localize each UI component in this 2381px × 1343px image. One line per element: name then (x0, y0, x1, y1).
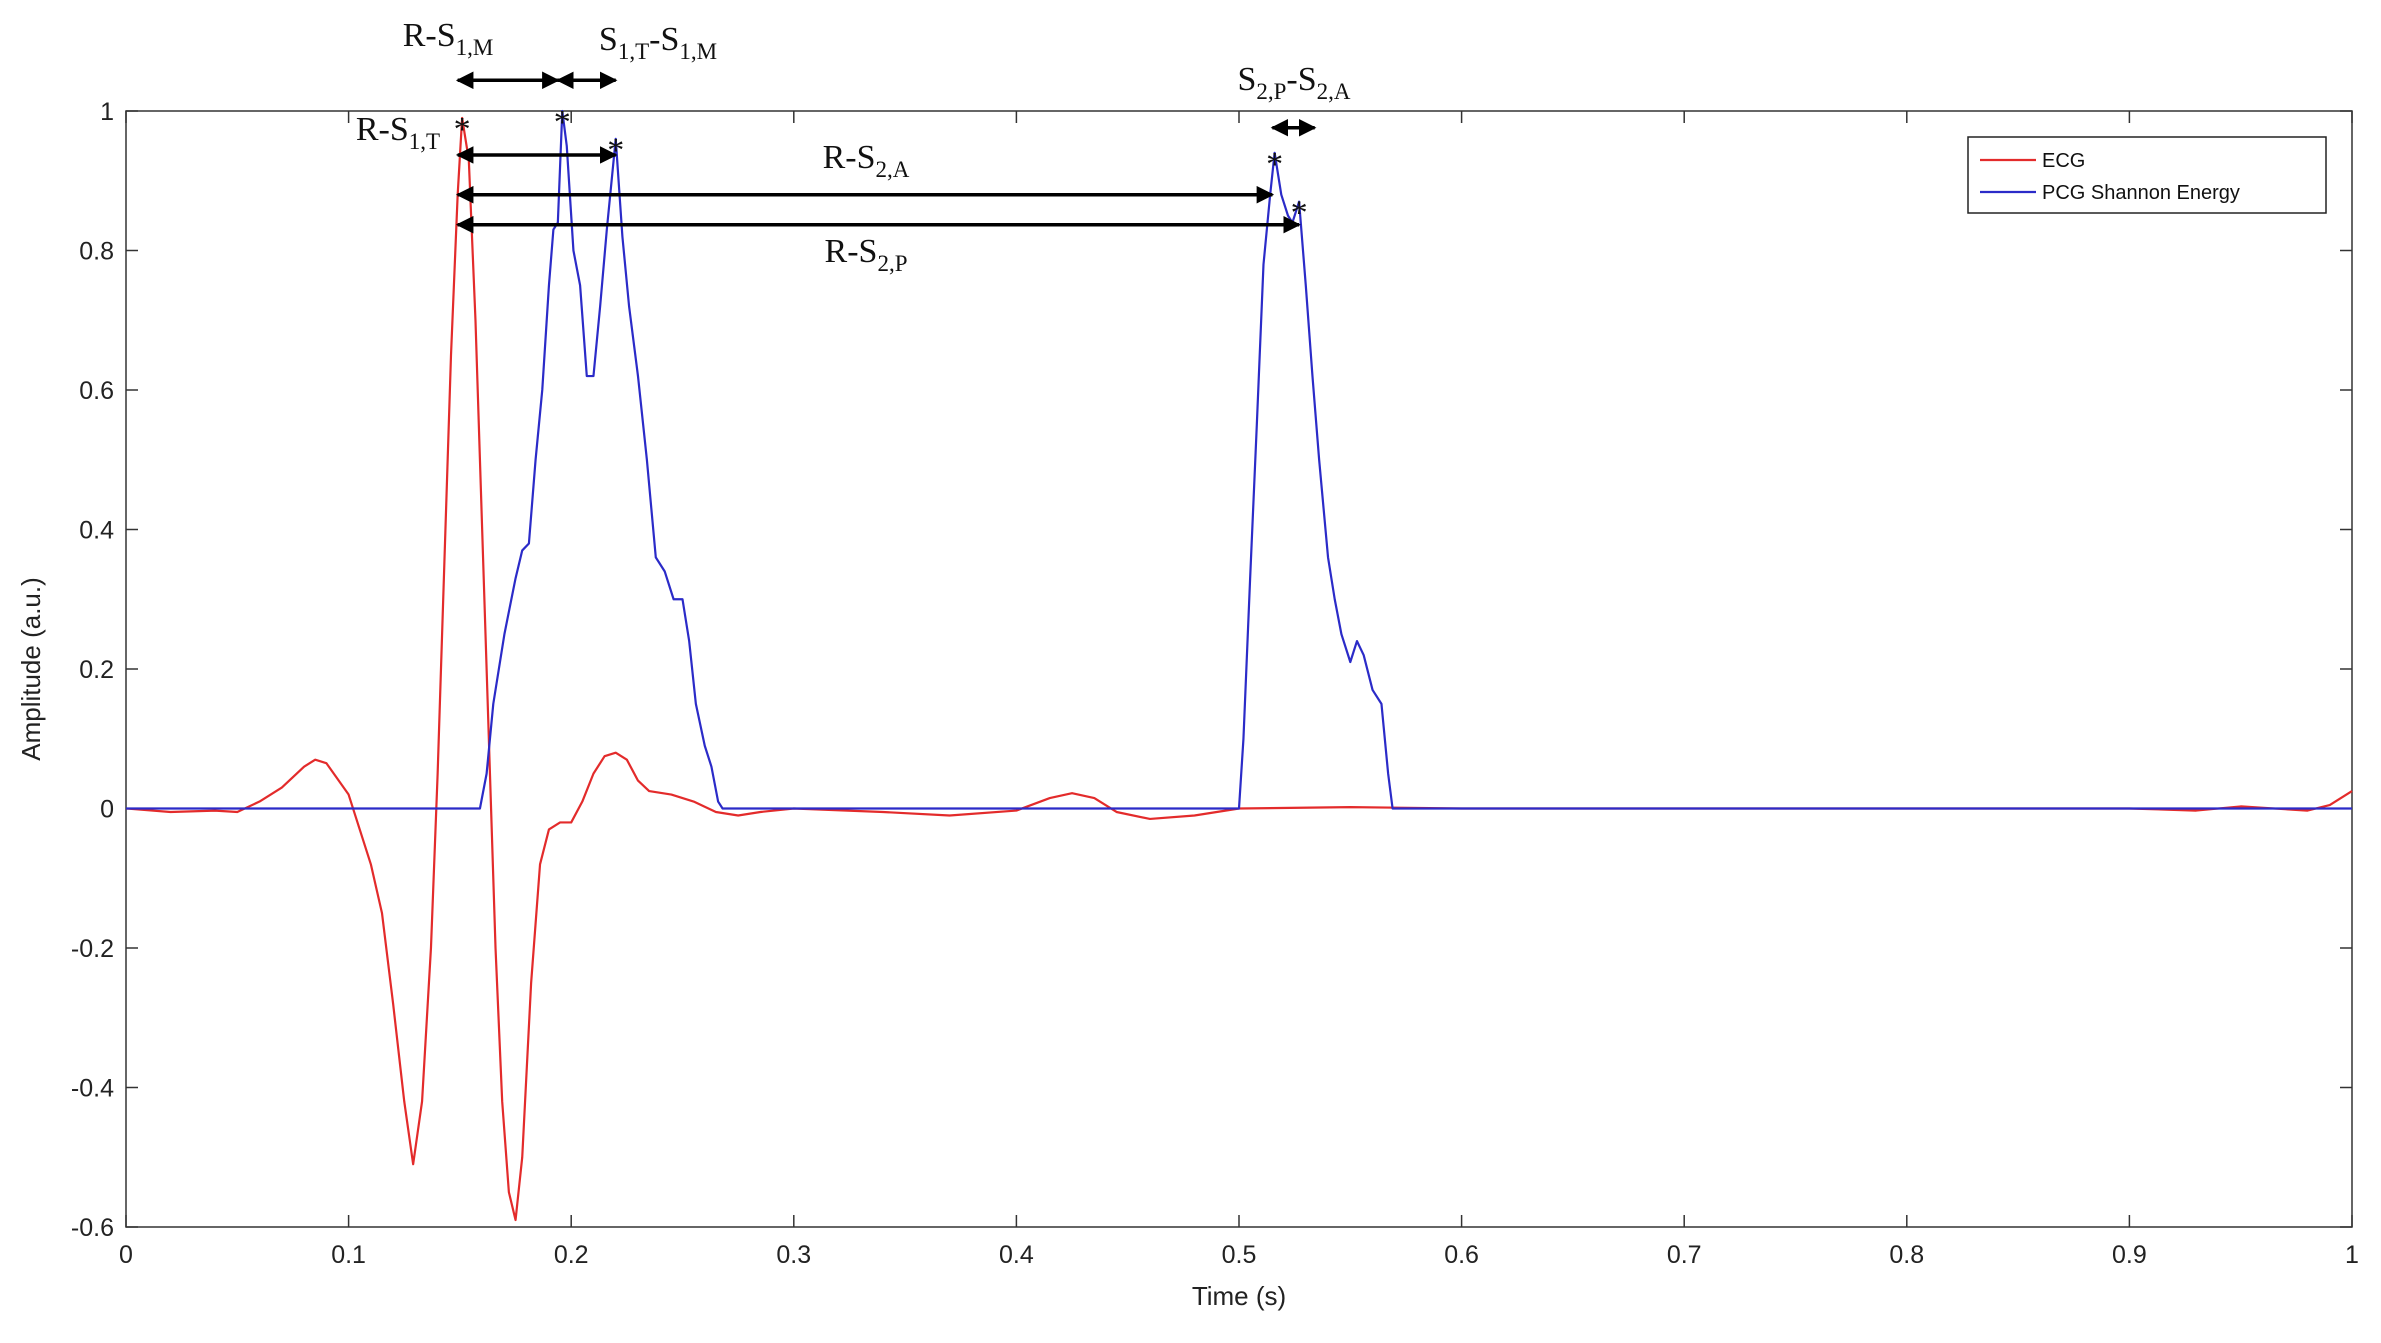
y-tick-label: 0.6 (79, 377, 114, 405)
label-text: S (599, 21, 618, 58)
y-tick-label: -0.4 (71, 1075, 114, 1103)
label-text: R-S (356, 111, 409, 148)
legend: ECG PCG Shannon Energy (1967, 136, 2327, 214)
legend-label: PCG Shannon Energy (2042, 182, 2240, 204)
interval-label: R-S2,P (825, 233, 908, 276)
x-tick-label: 0.6 (1444, 1241, 1479, 1269)
interval-label: S1,T-S1,M (599, 21, 717, 64)
series-line (126, 109, 2352, 810)
label-text: R-S (403, 17, 456, 54)
label-subscript: 1,M (679, 39, 717, 64)
y-tick-label: 0.4 (79, 517, 114, 545)
legend-box (1967, 136, 2327, 214)
label-subscript: 2,A (876, 157, 910, 182)
interval-label: R-S2,A (823, 139, 910, 182)
x-tick-label: 0.2 (554, 1241, 589, 1269)
y-tick-label: -0.6 (71, 1214, 114, 1242)
peak-marker: * (607, 132, 624, 169)
label-subscript: 1,M (456, 35, 494, 60)
label-text: S (1237, 61, 1256, 98)
label-text: R-S (825, 233, 878, 270)
x-tick-label: 0.1 (331, 1241, 366, 1269)
interval-label: R-S1,M (403, 17, 494, 60)
y-tick-label: 1 (100, 98, 114, 126)
interval-label: R-S1,T (356, 111, 440, 154)
x-tick-label: 1 (2345, 1241, 2359, 1269)
x-tick-label: 0.8 (1889, 1241, 1924, 1269)
interval-label: S2,P-S2,A (1237, 61, 1350, 104)
y-tick-label: 0.8 (79, 238, 114, 266)
peak-marker: * (454, 111, 471, 148)
x-axis-label: Time (s) (1192, 1281, 1286, 1311)
label-subscript: 2,P (1256, 79, 1286, 104)
label-subscript: 2,A (1317, 79, 1351, 104)
series-line (125, 116, 2353, 1222)
label-text: R-S (823, 139, 876, 176)
y-tick-label: 0 (100, 796, 114, 824)
x-tick-label: 0 (119, 1241, 133, 1269)
x-tick-label: 0.4 (999, 1241, 1034, 1269)
label-subscript: 1,T (409, 129, 440, 154)
label-subscript: 1,T (618, 39, 649, 64)
x-tick-label: 0.7 (1667, 1241, 1702, 1269)
peak-marker: * (554, 104, 571, 141)
legend-label: ECG (2042, 150, 2085, 172)
label-subscript: 2,P (877, 251, 907, 276)
y-tick-label: -0.2 (71, 935, 114, 963)
peak-marker: * (1266, 146, 1283, 183)
plot-frame (125, 110, 2353, 1228)
x-tick-label: 0.9 (2112, 1241, 2147, 1269)
x-tick-label: 0.3 (776, 1241, 811, 1269)
label-text: -S (1286, 61, 1316, 98)
y-tick-label: 0.2 (79, 656, 114, 684)
x-tick-label: 0.5 (1222, 1241, 1257, 1269)
y-axis-label: Amplitude (a.u.) (16, 577, 46, 761)
label-text: -S (649, 21, 679, 58)
